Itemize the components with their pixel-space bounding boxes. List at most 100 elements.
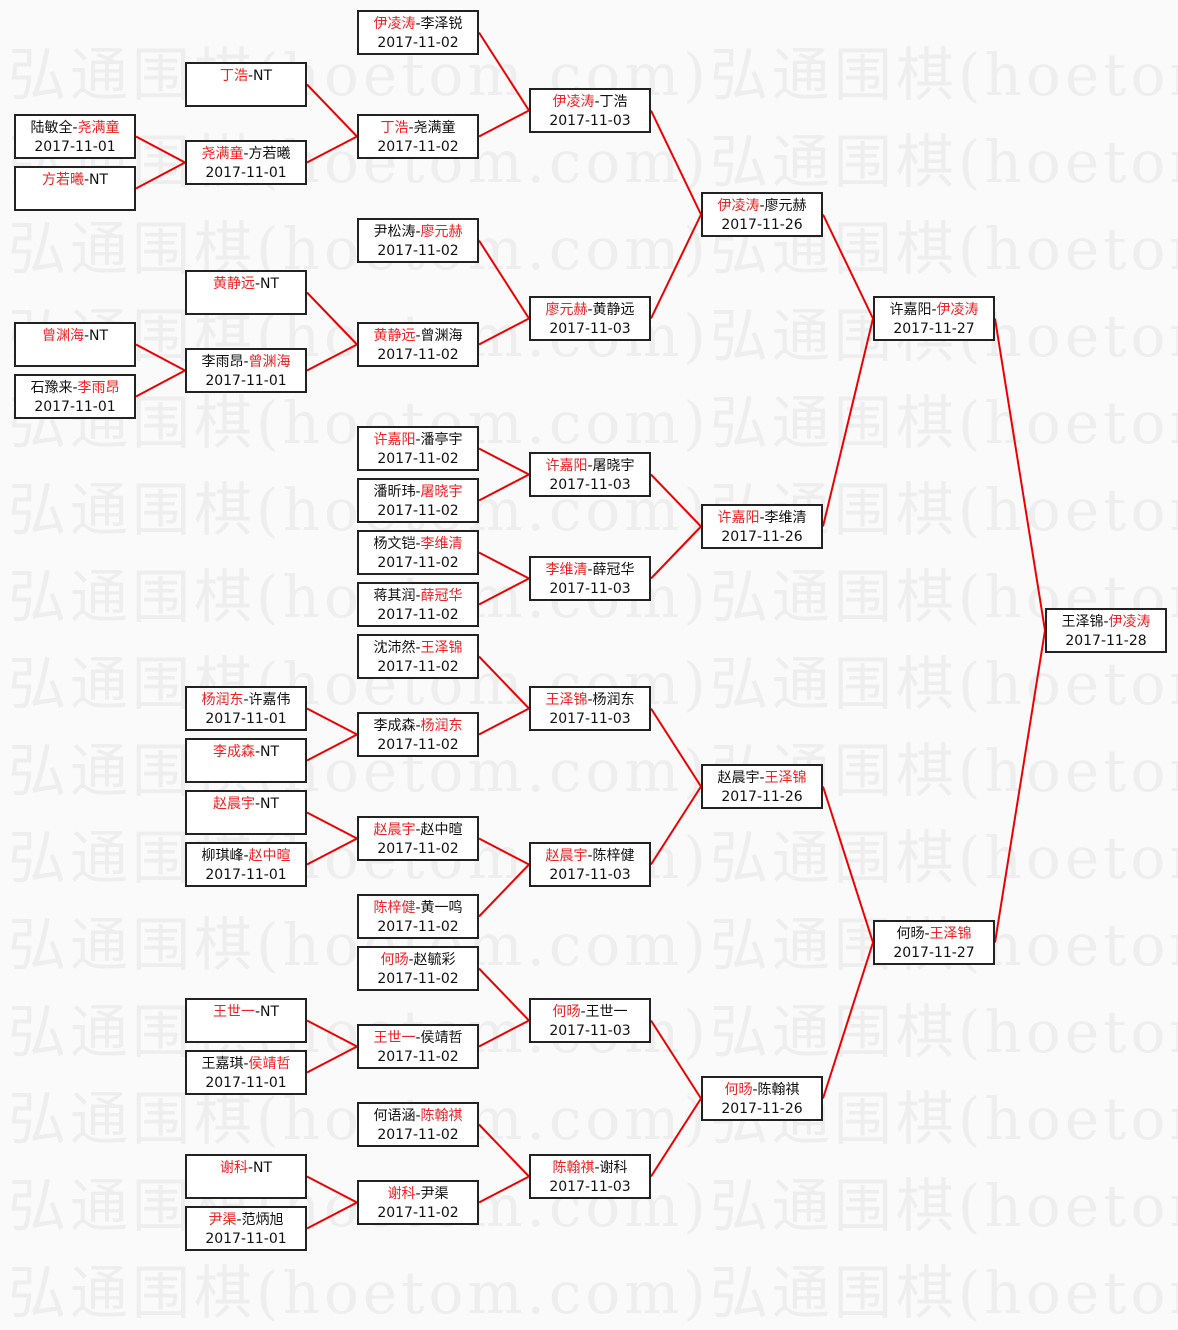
match-box-a1[interactable]: 陆敏全-尧满童 2017-11-01: [14, 114, 136, 159]
match-box-b2[interactable]: 尧满童-方若曦 2017-11-01: [185, 140, 307, 185]
match-box-a3[interactable]: 曾渊海-NT: [14, 322, 136, 367]
match-box-b6[interactable]: 李成森-NT: [185, 738, 307, 783]
match-date: 2017-11-26: [721, 789, 803, 805]
connector-line: [650, 1019, 702, 1100]
match-box-c7[interactable]: 杨文铠-李维清 2017-11-02: [357, 530, 479, 575]
match-box-f1[interactable]: 许嘉阳-伊凌涛 2017-11-27: [873, 296, 995, 341]
connector-line: [478, 473, 530, 502]
match-box-c11[interactable]: 赵晨宇-赵中暄 2017-11-02: [357, 816, 479, 861]
match-box-b7[interactable]: 赵晨宇-NT: [185, 790, 307, 835]
match-date: 2017-11-02: [377, 919, 459, 935]
match-box-e3[interactable]: 赵晨宇-王泽锦 2017-11-26: [701, 764, 823, 809]
match-box-a4[interactable]: 石豫来-李雨昂 2017-11-01: [14, 374, 136, 419]
match-box-d8[interactable]: 陈翰祺-谢科 2017-11-03: [529, 1154, 651, 1199]
match-box-c5[interactable]: 许嘉阳-潘亭宇 2017-11-02: [357, 426, 479, 471]
match-date: 2017-11-01: [205, 1075, 287, 1091]
match-box-d5[interactable]: 王泽锦-杨润东 2017-11-03: [529, 686, 651, 731]
match-box-d2[interactable]: 廖元赫-黄静远 2017-11-03: [529, 296, 651, 341]
match-date: 2017-11-02: [377, 737, 459, 753]
match-players: 李维清-薛冠华: [531, 558, 649, 580]
player-1: 许嘉阳: [373, 432, 416, 448]
match-players: 方若曦-NT: [16, 168, 134, 190]
match-date: 2017-11-02: [377, 451, 459, 467]
player-1: 黄静远: [373, 328, 416, 344]
player-2: 廖元赫: [764, 198, 807, 214]
match-box-c16[interactable]: 谢科-尹渠 2017-11-02: [357, 1180, 479, 1225]
match-box-b9[interactable]: 王世一-NT: [185, 998, 307, 1043]
player-2: 陈翰祺: [757, 1082, 800, 1098]
player-1: 王泽锦: [545, 692, 588, 708]
player-1: 王嘉琪: [201, 1056, 244, 1072]
connector-line: [306, 1019, 358, 1048]
match-box-c13[interactable]: 何旸-赵毓彩 2017-11-02: [357, 946, 479, 991]
player-2: 黄一鸣: [420, 900, 463, 916]
separator: -: [415, 1030, 421, 1046]
player-1: 杨文铠: [373, 536, 416, 552]
connector-line: [478, 967, 530, 1022]
player-2: 侯靖哲: [248, 1056, 291, 1072]
connector-line: [306, 811, 358, 840]
match-box-c2[interactable]: 丁浩-尧满童 2017-11-02: [357, 114, 479, 159]
player-1: 尹松涛: [373, 224, 416, 240]
connector-line: [478, 863, 530, 918]
player-1: 丁浩: [380, 120, 409, 136]
player-1: 廖元赫: [545, 302, 588, 318]
match-box-c6[interactable]: 潘昕玮-屠晓宇 2017-11-02: [357, 478, 479, 523]
match-box-c9[interactable]: 沈沛然-王泽锦 2017-11-02: [357, 634, 479, 679]
match-box-c10[interactable]: 李成森-杨润东 2017-11-02: [357, 712, 479, 757]
match-box-e4[interactable]: 何旸-陈翰祺 2017-11-26: [701, 1076, 823, 1121]
match-box-e2[interactable]: 许嘉阳-李维清 2017-11-26: [701, 504, 823, 549]
separator: -: [1103, 614, 1109, 630]
match-box-d7[interactable]: 何旸-王世一 2017-11-03: [529, 998, 651, 1043]
connector-line: [306, 1045, 358, 1074]
player-1: 谢科: [219, 1160, 248, 1176]
match-box-c15[interactable]: 何语涵-陈翰祺 2017-11-02: [357, 1102, 479, 1147]
match-box-d4[interactable]: 李维清-薛冠华 2017-11-03: [529, 556, 651, 601]
match-box-b5[interactable]: 杨润东-许嘉伟 2017-11-01: [185, 686, 307, 731]
match-box-b11[interactable]: 谢科-NT: [185, 1154, 307, 1199]
match-box-g1[interactable]: 王泽锦-伊凌涛 2017-11-28: [1045, 608, 1167, 653]
connector-line: [478, 1019, 530, 1048]
match-box-b3[interactable]: 黄静远-NT: [185, 270, 307, 315]
match-date: 2017-11-01: [205, 711, 287, 727]
player-2: 丁浩: [599, 94, 628, 110]
match-date: 2017-11-02: [377, 139, 459, 155]
match-box-c4[interactable]: 黄静远-曾渊海 2017-11-02: [357, 322, 479, 367]
player-1: 何旸: [724, 1082, 753, 1098]
separator: -: [759, 770, 765, 786]
match-players: 何语涵-陈翰祺: [359, 1104, 477, 1126]
match-players: 柳琪峰-赵中暄: [187, 844, 305, 866]
match-box-c12[interactable]: 陈梓健-黄一鸣 2017-11-02: [357, 894, 479, 939]
player-2: 尧满童: [413, 120, 456, 136]
match-box-b8[interactable]: 柳琪峰-赵中暄 2017-11-01: [185, 842, 307, 887]
match-box-d6[interactable]: 赵晨宇-陈梓健 2017-11-03: [529, 842, 651, 887]
match-box-c3[interactable]: 尹松涛-廖元赫 2017-11-02: [357, 218, 479, 263]
match-box-d1[interactable]: 伊凌涛-丁浩 2017-11-03: [529, 88, 651, 133]
match-box-a2[interactable]: 方若曦-NT: [14, 166, 136, 211]
match-box-c14[interactable]: 王世一-侯靖哲 2017-11-02: [357, 1024, 479, 1069]
separator: -: [580, 1004, 586, 1020]
match-box-b1[interactable]: 丁浩-NT: [185, 62, 307, 107]
player-1: 伊凌涛: [373, 16, 416, 32]
separator: -: [247, 68, 254, 84]
match-date: 2017-11-02: [377, 243, 459, 259]
match-box-f2[interactable]: 何旸-王泽锦 2017-11-27: [873, 920, 995, 965]
match-players: 黄静远-曾渊海: [359, 324, 477, 346]
player-2: 王泽锦: [420, 640, 463, 656]
player-1: 陆敏全: [30, 120, 73, 136]
match-box-b4[interactable]: 李雨昂-曾渊海 2017-11-01: [185, 348, 307, 393]
match-box-e1[interactable]: 伊凌涛-廖元赫 2017-11-26: [701, 192, 823, 237]
player-2: 潘亭宇: [420, 432, 463, 448]
match-box-d3[interactable]: 许嘉阳-屠晓宇 2017-11-03: [529, 452, 651, 497]
match-players: 黄静远-NT: [187, 272, 305, 294]
match-box-b12[interactable]: 尹渠-范炳旭 2017-11-01: [185, 1206, 307, 1251]
player-2: 侯靖哲: [420, 1030, 463, 1046]
separator: -: [415, 224, 421, 240]
match-players: 杨文铠-李维清: [359, 532, 477, 554]
connector-line: [650, 1097, 702, 1178]
match-players: 伊凌涛-李泽锐: [359, 12, 477, 34]
separator: -: [415, 1108, 421, 1124]
match-box-c8[interactable]: 蒋其润-薛冠华 2017-11-02: [357, 582, 479, 627]
match-box-c1[interactable]: 伊凌涛-李泽锐 2017-11-02: [357, 10, 479, 55]
match-box-b10[interactable]: 王嘉琪-侯靖哲 2017-11-01: [185, 1050, 307, 1095]
